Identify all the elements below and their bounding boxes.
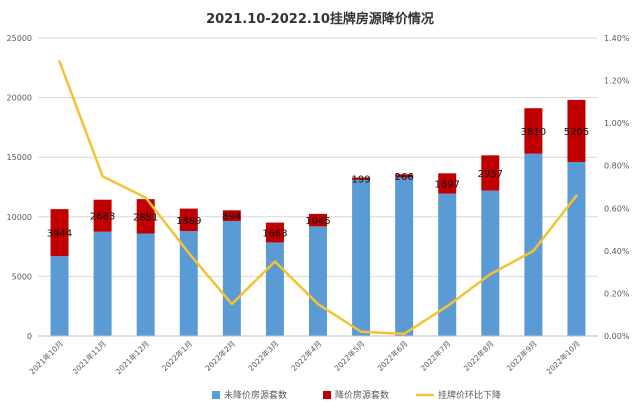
bar-data-label: 266	[395, 172, 414, 183]
x-tick-label: 2022年6月	[375, 338, 410, 373]
x-tick-label: 2022年3月	[246, 338, 281, 373]
right-tick-label: 0.80%	[604, 162, 630, 171]
legend-label: 降价房源套数	[335, 389, 389, 401]
x-tick-label: 2022年5月	[332, 338, 367, 373]
bar-reduced	[524, 108, 543, 154]
bar-reduced	[352, 177, 371, 180]
x-tick-label: 2021年11月	[70, 338, 108, 376]
x-tick-label: 2021年10月	[27, 338, 65, 376]
bar-data-label: 1697	[435, 179, 460, 190]
right-tick-label: 1.00%	[604, 119, 630, 128]
legend-swatch	[212, 391, 220, 399]
left-tick-label: 0	[27, 332, 32, 341]
bar-unreduced	[481, 190, 500, 336]
right-tick-label: 0.40%	[604, 247, 630, 256]
legend-label: 未降价房源套数	[224, 389, 287, 401]
bar-reduced	[93, 199, 112, 232]
bar-reduced	[309, 213, 327, 227]
left-tick-label: 25000	[7, 34, 32, 43]
bar-unreduced	[136, 233, 155, 336]
x-tick-label: 2021年12月	[113, 338, 151, 376]
bar-reduced	[265, 222, 284, 243]
legend-label: 挂牌价环比下降	[438, 389, 501, 401]
bar-unreduced	[50, 256, 69, 336]
bar-reduced	[567, 99, 586, 162]
bar-reduced	[438, 173, 457, 194]
data-labels: 3944 2683 2881 1889 894 1663 1045 199 266 1697 295…	[47, 127, 589, 240]
bar-unreduced	[524, 153, 543, 336]
right-tick-label: 0.20%	[604, 289, 630, 298]
x-tick-label: 2022年1月	[160, 338, 195, 373]
bar-unreduced	[567, 161, 586, 336]
right-tick-label: 0.00%	[604, 332, 630, 341]
left-tick-label: 10000	[7, 213, 32, 222]
bar-data-label: 2957	[478, 169, 503, 180]
line-series	[58, 60, 578, 336]
left-tick-label: 15000	[7, 153, 32, 162]
x-tick-label: 2022年7月	[418, 338, 453, 373]
chart-title: 2021.10-2022.10挂牌房源降价情况	[206, 12, 434, 27]
bar-data-label: 1889	[176, 216, 201, 227]
right-tick-label: 1.40%	[604, 34, 630, 43]
bar-data-label: 2881	[133, 212, 158, 223]
bar-unreduced	[93, 231, 112, 336]
bar-data-label: 2683	[90, 212, 115, 223]
bar-reduced	[136, 199, 155, 234]
bar-data-label: 3944	[47, 229, 72, 240]
legend: 未降价房源套数 降价房源套数 挂牌价环比下降	[212, 389, 501, 401]
bar-data-label: 3810	[521, 127, 546, 138]
x-axis: 2021年10月 2021年11月 2021年12月 2022年1月 2022年2月 20…	[27, 335, 598, 376]
bar-unreduced	[438, 193, 457, 336]
bar-unreduced	[352, 179, 371, 336]
bar-unreduced	[222, 220, 241, 336]
x-tick-label: 2022年4月	[289, 338, 324, 373]
bar-unreduced	[309, 226, 327, 336]
x-tick-label: 2022年9月	[504, 338, 539, 373]
x-tick-label: 2022年10月	[544, 338, 582, 376]
bar-reduced	[179, 208, 198, 232]
bar-data-label: 894	[222, 212, 241, 223]
bar-data-label: 1045	[305, 216, 330, 227]
bar-unreduced	[265, 242, 284, 336]
right-y-axis: 0.00% 0.20% 0.40% 0.60% 0.80% 1.00% 1.20% 1.40%	[604, 34, 630, 341]
bar-data-label: 1663	[262, 229, 287, 240]
left-tick-label: 20000	[7, 94, 32, 103]
bar-data-label: 199	[352, 175, 371, 186]
line-price-decrease	[58, 60, 578, 336]
left-tick-label: 5000	[12, 272, 32, 281]
left-y-axis: 0 5000 10000 15000 20000 25000	[7, 34, 32, 341]
bar-data-label: 5205	[564, 127, 589, 138]
x-tick-label: 2022年2月	[203, 338, 238, 373]
bar-reduced	[395, 174, 414, 178]
bar-unreduced	[395, 177, 414, 336]
legend-swatch	[323, 391, 331, 399]
right-tick-label: 1.20%	[604, 77, 630, 86]
right-tick-label: 0.60%	[604, 204, 630, 213]
bar-reduced	[222, 210, 241, 221]
bar-reduced	[50, 209, 69, 257]
bar-series	[50, 99, 586, 336]
x-tick-label: 2022年8月	[461, 338, 496, 373]
bar-reduced	[481, 155, 500, 191]
